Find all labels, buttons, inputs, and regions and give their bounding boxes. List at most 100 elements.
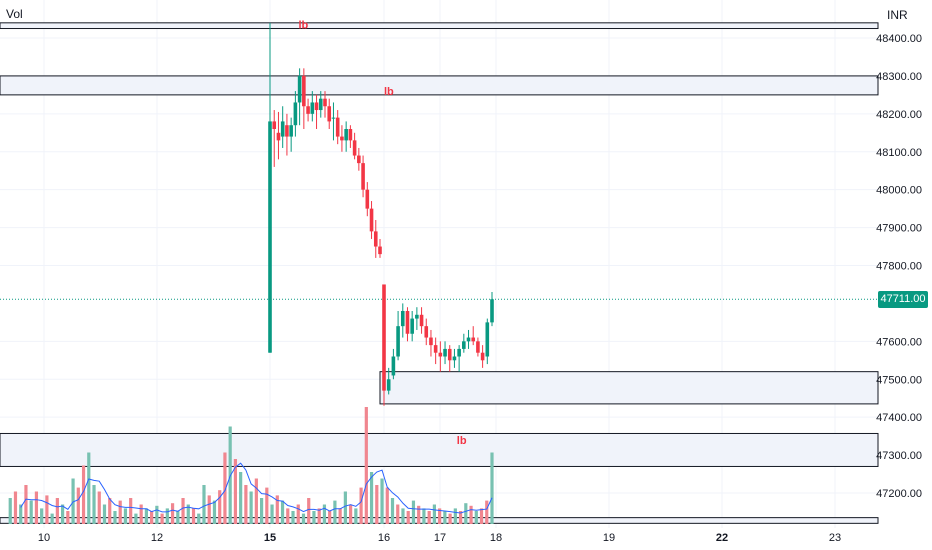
price-tick-label: 47300.00 [876,450,922,462]
candle [490,292,494,327]
zone-box[interactable] [0,22,879,30]
price-axis[interactable]: 48400.00 48300.00 48200.00 48100.00 48000.00… [876,33,922,500]
candle [457,345,461,372]
candle [438,341,443,372]
volume-bar [61,504,65,524]
volume-bar [191,508,196,524]
volume-bar [233,459,238,524]
candle [433,337,438,365]
price-tick-label: 48000.00 [876,185,922,197]
volume-bar [108,498,112,524]
annotation-label: lb [299,20,309,32]
volume-bar [453,508,457,524]
price-tick-label: 48400.00 [876,33,922,45]
volume-bar [380,478,384,524]
volume-bar [490,452,494,524]
volume-bar [259,498,264,524]
volume-bar [432,504,436,524]
volume-bar [118,500,122,524]
currency-label[interactable]: INR [887,8,908,22]
volume-bar [464,503,468,524]
candle [327,98,332,129]
volume-bar [291,511,295,524]
candle [280,106,285,148]
volume-bar [8,498,12,524]
volume-bar [359,487,363,524]
price-tick-label: 48100.00 [876,147,922,159]
volume-bar [244,485,248,524]
candle [419,307,424,334]
volume-bar [301,513,306,524]
volume-bar [144,508,148,524]
volume-bar [71,478,75,524]
volume-bar [202,485,206,524]
candle [344,121,348,152]
volume-bars [8,407,494,524]
candle [443,341,447,365]
volume-bar [92,485,96,524]
time-tick-label: 10 [38,532,50,544]
candle [415,307,419,330]
volume-bar [45,495,49,524]
volume-bar [254,478,258,524]
candle [352,132,357,160]
candle [302,68,306,129]
volume-bar [76,487,80,524]
candle [331,102,336,141]
candle [476,337,480,357]
time-axis[interactable]: 10 12 15 16 17 18 19 22 23 [38,532,841,544]
price-tick-label: 48200.00 [876,109,922,121]
volume-bar [422,508,426,524]
candle [361,155,365,198]
candle [348,125,353,148]
candle [382,284,386,406]
volume-bar [312,511,316,524]
volume-bar [411,500,416,524]
zone-box[interactable] [379,371,879,405]
time-tick-label: 15 [264,532,276,544]
time-tick-label: 23 [829,532,841,544]
zone-box[interactable] [0,432,879,467]
zone-box[interactable] [0,75,879,96]
volume-bar [479,508,484,524]
candle [452,348,457,368]
volume-bar [29,500,33,524]
price-tick-label: 47200.00 [876,488,922,500]
candle [480,345,485,368]
volume-bar [333,500,337,524]
volume-bar [364,407,368,524]
candle [373,220,378,258]
volume-bar [55,498,59,524]
last-price-tag: 47711.00 [878,290,928,308]
candle [471,326,476,346]
candle [276,111,281,160]
candle [410,311,414,342]
volume-bar [165,508,169,524]
volume-bar [349,504,353,524]
volume-bar [443,511,447,524]
candle [378,238,382,258]
candle [405,307,410,342]
price-tick-label: 47400.00 [876,412,922,424]
volume-bar [129,498,133,524]
volume-bar [223,452,227,524]
candle [391,348,396,380]
time-tick-label: 17 [434,532,446,544]
volume-bar [401,508,405,524]
candle [357,147,361,171]
volume-ma-line [20,462,493,514]
candle [293,91,298,137]
candle [335,110,340,145]
volume-bar [317,508,321,524]
volume-bar [186,504,190,524]
volume-bar [139,504,143,524]
volume-bar [275,495,279,524]
volume-bar [438,508,442,524]
volume-bar [427,511,431,524]
candle [323,91,327,118]
candle [289,117,293,152]
volume-bar [19,504,23,524]
volume-bar [474,511,478,524]
volume-bar [181,498,185,524]
